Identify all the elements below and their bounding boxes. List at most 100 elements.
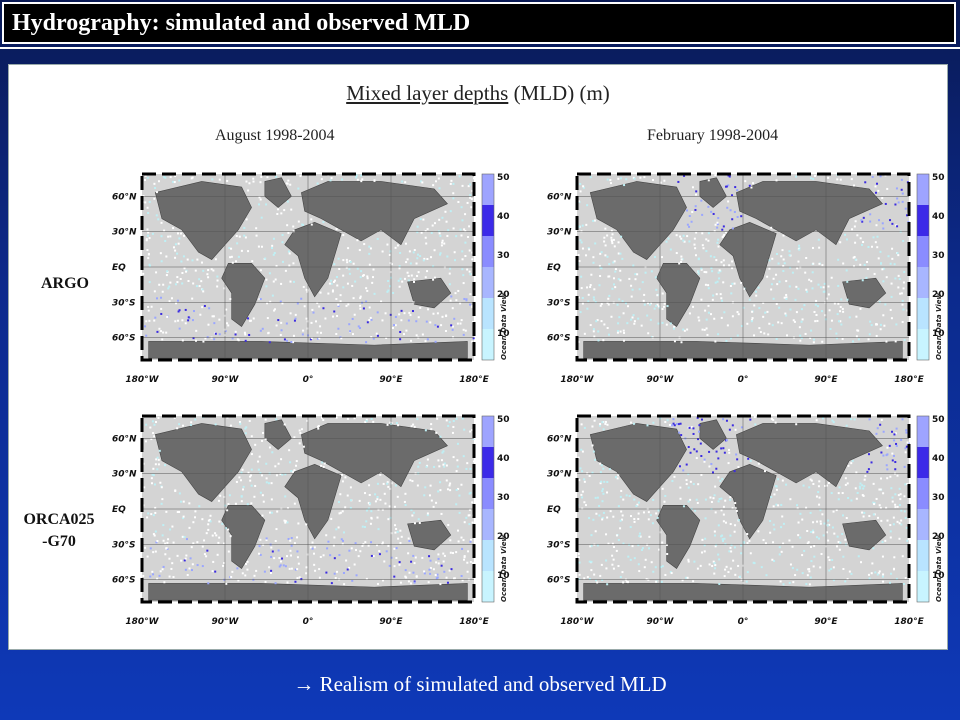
mld-point [818,262,821,265]
mld-point [612,238,615,241]
mld-point [877,572,880,575]
mld-point [231,337,234,340]
mld-point [286,507,289,510]
colorbar-segment [482,416,494,447]
mld-point [889,219,892,222]
mld-point [854,258,857,261]
mld-point [216,553,219,556]
mld-point [262,543,265,546]
mld-point [593,573,596,576]
mld-point [430,428,433,431]
mld-point [600,267,603,270]
mld-point [651,336,654,339]
mld-point [191,176,194,179]
mld-point [729,546,732,549]
mld-point [165,510,168,513]
mld-point [754,423,757,426]
mld-point [439,234,442,237]
mld-point [142,462,145,465]
mld-point [161,498,164,501]
mld-point [188,526,191,529]
mld-point [896,505,899,508]
mld-point [878,504,881,507]
mld-point [438,465,441,468]
mld-point [283,519,286,522]
mld-point [238,476,241,479]
mld-point [176,319,179,322]
mld-point [780,322,783,325]
mld-point [449,210,452,213]
mld-point [881,197,884,200]
mld-point [596,544,599,547]
mld-point [893,556,896,559]
mld-point [394,324,397,327]
mld-point [777,504,780,507]
mld-point [194,269,197,272]
mld-point [423,494,426,497]
mld-point [731,218,734,221]
mld-point [890,317,893,320]
mld-point [337,305,340,308]
mld-point [169,528,172,531]
mld-point [892,568,895,571]
mld-point [296,536,299,539]
mld-point [345,258,348,261]
mld-point [426,270,429,273]
mld-point [207,276,210,279]
mld-point [359,550,362,553]
mld-point [607,542,610,545]
mld-point [816,305,819,308]
mld-point [432,505,435,508]
mld-point [897,201,900,204]
mld-point [722,281,725,284]
mld-point [697,272,700,275]
mld-point [812,482,815,485]
mld-point [804,332,807,335]
mld-point [604,420,607,423]
mld-point [588,560,591,563]
mld-point [388,564,391,567]
mld-point [421,333,424,336]
mld-point [415,320,418,323]
mld-point [817,238,820,241]
mld-point [666,419,669,422]
mld-point [681,579,684,582]
mld-point [873,503,876,506]
colorbar-tick-label: 200 [497,290,510,300]
mld-point [810,531,813,534]
mld-point [245,180,248,183]
colorbar-tick-label: 300 [932,251,945,261]
mld-point [190,546,193,549]
mld-point [164,176,167,179]
mld-point [376,582,379,585]
mld-point [264,418,267,421]
mld-point [219,494,222,497]
mld-point [827,519,830,522]
mld-point [400,319,403,322]
mld-point [459,322,462,325]
mld-point [862,241,865,244]
mld-point [611,240,614,243]
mld-point [398,313,401,316]
mld-point [844,483,847,486]
mld-point [272,237,275,240]
mld-point [737,466,740,469]
mld-point [859,307,862,310]
mld-point [878,570,881,573]
mld-point [602,428,605,431]
mld-point [332,315,335,318]
mld-point [152,573,155,576]
mld-point [846,578,849,581]
mld-point [268,272,271,275]
mld-point [873,272,876,275]
mld-point [614,270,617,273]
mld-point [895,442,898,445]
mld-point [638,532,641,535]
mld-point [900,519,903,522]
mld-point [898,537,901,540]
mld-point [709,496,712,499]
mld-point [145,320,148,323]
mld-point [286,581,289,584]
mld-point [381,250,384,253]
mld-point [861,220,864,223]
